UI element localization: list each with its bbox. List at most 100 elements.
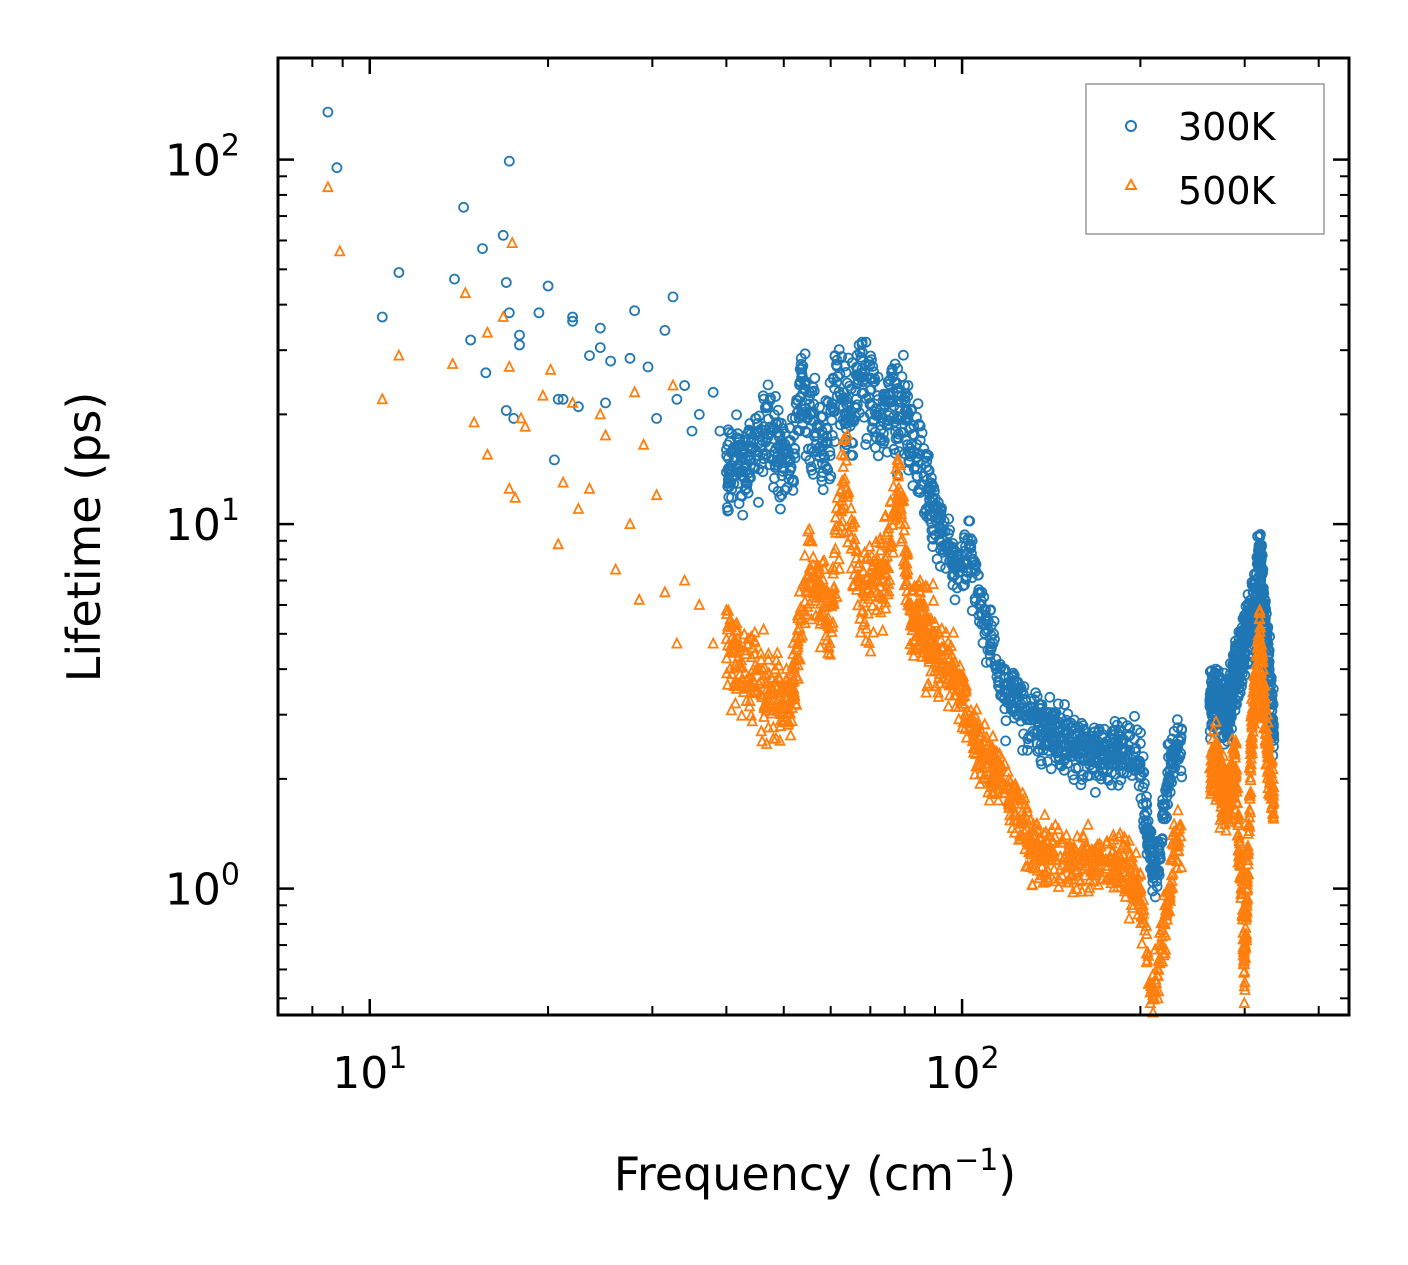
data-point-300K — [841, 393, 853, 405]
data-point-300K — [1131, 724, 1143, 736]
data-point-500K — [594, 407, 607, 420]
data-point-300K — [843, 406, 855, 418]
data-point-500K — [1024, 813, 1037, 826]
data-point-500K — [973, 717, 986, 730]
data-point-500K — [859, 552, 872, 564]
data-point-500K — [968, 767, 981, 780]
data-point-500K — [1248, 685, 1261, 698]
data-point-500K — [1214, 772, 1227, 785]
data-point-500K — [1052, 871, 1065, 884]
data-point-500K — [798, 548, 811, 561]
data-point-500K — [481, 325, 494, 338]
data-point-300K — [742, 487, 754, 499]
data-point-500K — [1228, 781, 1241, 794]
data-point-300K — [1206, 679, 1218, 691]
series-500K — [321, 180, 1280, 1018]
data-point-500K — [862, 569, 875, 582]
data-point-300K — [926, 510, 938, 522]
x-axis-label: Frequency (cm−1) — [614, 1143, 1017, 1201]
data-point-500K — [773, 733, 786, 746]
data-point-500K — [1086, 860, 1099, 872]
data-point-300K — [788, 476, 799, 488]
data-point-500K — [755, 673, 768, 686]
data-point-300K — [557, 393, 569, 405]
data-point-500K — [1056, 832, 1069, 845]
data-point-500K — [1052, 879, 1065, 892]
data-point-300K — [772, 404, 784, 416]
data-point-500K — [1018, 824, 1031, 837]
data-point-500K — [762, 652, 775, 665]
data-point-300K — [856, 336, 868, 348]
data-point-300K — [1139, 810, 1151, 822]
data-point-500K — [927, 593, 940, 606]
data-point-300K — [567, 311, 578, 323]
data-point-500K — [767, 720, 780, 733]
data-point-500K — [1008, 825, 1021, 838]
data-point-500K — [845, 541, 858, 554]
data-point-300K — [965, 541, 977, 553]
data-point-300K — [1056, 760, 1067, 772]
data-point-300K — [651, 412, 662, 424]
data-point-500K — [1214, 812, 1227, 825]
data-point-500K — [1154, 942, 1167, 954]
data-point-500K — [846, 519, 859, 532]
data-point-500K — [895, 534, 908, 547]
data-point-500K — [787, 687, 800, 700]
data-point-500K — [1235, 886, 1248, 899]
data-point-500K — [1262, 730, 1275, 743]
data-point-300K — [1208, 702, 1220, 713]
data-point-300K — [857, 368, 869, 380]
data-point-300K — [977, 637, 989, 649]
data-point-500K — [906, 617, 919, 629]
data-point-300K — [1142, 837, 1153, 849]
data-point-500K — [862, 606, 875, 619]
data-point-300K — [998, 680, 1010, 691]
data-point-300K — [1035, 739, 1047, 750]
data-point-500K — [918, 599, 931, 612]
data-point-500K — [898, 523, 911, 536]
data-point-500K — [1068, 840, 1081, 853]
data-point-500K — [918, 613, 931, 626]
data-point-500K — [961, 704, 974, 717]
data-point-500K — [1229, 750, 1242, 763]
data-point-300K — [890, 426, 901, 438]
data-point-500K — [1246, 720, 1259, 733]
data-point-500K — [836, 473, 849, 486]
data-point-500K — [1062, 842, 1075, 855]
data-point-500K — [1253, 620, 1266, 633]
data-point-500K — [1117, 838, 1130, 851]
data-point-300K — [728, 441, 739, 453]
data-point-300K — [1044, 691, 1056, 703]
data-point-300K — [322, 106, 334, 118]
data-point-500K — [839, 431, 851, 444]
data-point-500K — [807, 550, 820, 563]
data-point-300K — [503, 307, 515, 319]
data-point-500K — [784, 666, 797, 679]
legend-box — [1085, 83, 1325, 235]
data-point-500K — [956, 720, 969, 733]
data-point-500K — [784, 728, 797, 741]
data-point-500K — [765, 687, 778, 700]
data-point-300K — [731, 462, 743, 474]
data-point-500K — [723, 644, 736, 657]
data-point-300K — [789, 442, 800, 454]
data-point-300K — [896, 371, 908, 383]
data-point-300K — [1124, 722, 1136, 734]
data-point-500K — [1262, 739, 1275, 751]
data-point-500K — [898, 557, 911, 570]
data-point-500K — [1019, 859, 1032, 872]
data-point-500K — [921, 679, 934, 692]
data-point-300K — [1090, 787, 1101, 798]
data-point-500K — [953, 658, 966, 671]
data-point-500K — [858, 545, 871, 558]
data-point-500K — [1208, 738, 1221, 751]
data-point-500K — [1244, 756, 1257, 769]
data-point-300K — [514, 329, 525, 341]
data-point-500K — [1049, 818, 1062, 830]
data-point-500K — [857, 564, 870, 577]
data-point-500K — [1077, 830, 1090, 843]
data-point-500K — [1092, 851, 1105, 864]
data-point-500K — [857, 595, 870, 608]
data-point-300K — [750, 412, 761, 424]
data-point-500K — [1237, 952, 1250, 965]
